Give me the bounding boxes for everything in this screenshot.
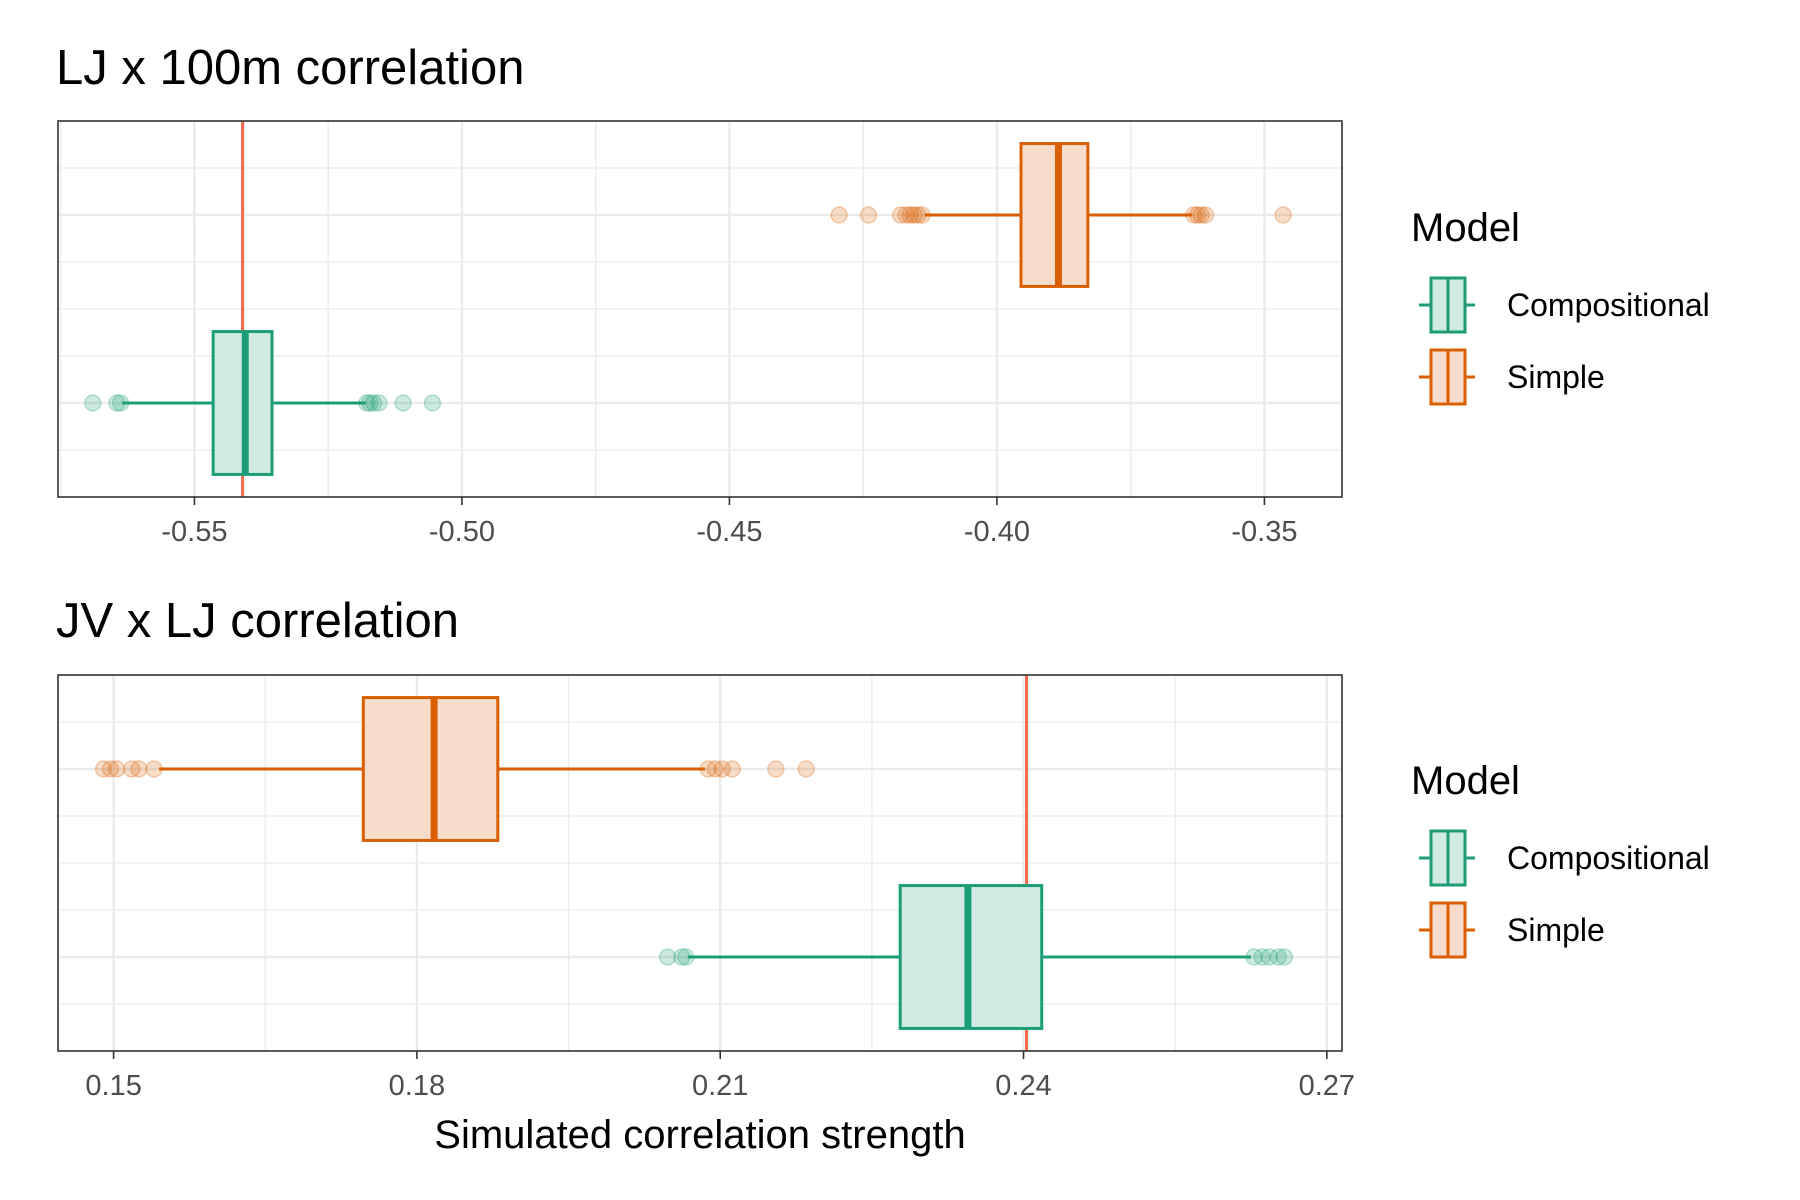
outlier-point	[767, 760, 785, 778]
x-tick-label: 0.18	[389, 1070, 445, 1102]
box	[1019, 142, 1090, 288]
outlier-point	[1196, 206, 1215, 224]
panel-border	[57, 674, 1343, 1052]
boxplot-simple	[94, 696, 815, 842]
outlier-point	[1275, 948, 1294, 966]
x-tick-label: -0.40	[964, 516, 1030, 548]
outlier-point	[1274, 206, 1292, 224]
outlier-point	[677, 948, 695, 966]
outlier-point	[1192, 206, 1211, 224]
x-tick-label: 0.27	[1299, 1070, 1355, 1102]
outlier-point	[394, 394, 412, 412]
x-tick-label: 0.15	[85, 1070, 141, 1102]
x-tick-label: -0.45	[696, 516, 762, 548]
outlier-point	[364, 394, 383, 412]
x-tick-label: 0.21	[692, 1070, 748, 1102]
x-tick-label: -0.50	[429, 516, 495, 548]
outlier-point	[658, 948, 677, 966]
x-axis-title: Simulated correlation strength	[434, 1113, 965, 1157]
outlier-point	[1245, 948, 1263, 966]
outlier-point	[357, 394, 376, 412]
outlier-point	[84, 394, 102, 412]
outlier-point	[94, 760, 113, 778]
x-tick-label: -0.35	[1231, 516, 1297, 548]
legend-item-label: Compositional	[1507, 840, 1710, 876]
legend-key	[1419, 276, 1475, 334]
outlier-point	[797, 760, 815, 778]
outlier-point	[107, 760, 126, 778]
legend-item-label: Simple	[1507, 359, 1605, 395]
legend-key	[1419, 901, 1475, 959]
outlier-point	[111, 394, 130, 412]
legend-key	[1419, 829, 1475, 887]
outlier-point	[699, 760, 717, 778]
outlier-point	[1253, 948, 1271, 966]
outlier-point	[145, 760, 163, 778]
outlier-point	[706, 760, 724, 778]
x-tick-label: 0.24	[995, 1070, 1051, 1102]
outlier-point	[1260, 948, 1278, 966]
panel-border	[57, 120, 1343, 498]
outlier-point	[673, 948, 691, 966]
legend-title: Model	[1411, 206, 1520, 250]
outlier-point	[913, 206, 931, 224]
legend-key	[1419, 348, 1475, 406]
outlier-point	[897, 206, 915, 224]
panel-lj-100m: LJ x 100m correlation -0.55 -0.50 -0.45 -0.…	[56, 41, 1343, 548]
outlier-point	[423, 394, 442, 412]
panel-title: LJ x 100m correlation	[56, 41, 524, 95]
outlier-point	[1188, 206, 1207, 224]
outlier-point	[830, 206, 848, 224]
panel-title: JV x LJ correlation	[56, 594, 459, 648]
outlier-point	[905, 206, 923, 224]
boxplot-compositional	[658, 884, 1294, 1030]
outlier-point	[361, 394, 379, 412]
outlier-point	[370, 394, 388, 412]
outlier-point	[1269, 948, 1288, 966]
outlier-point	[1185, 206, 1203, 224]
legend: Model Compositional Simple	[1411, 759, 1710, 959]
boxplot-compositional	[84, 330, 442, 476]
outlier-point	[130, 760, 148, 778]
outlier-point	[859, 206, 878, 224]
outlier-point	[123, 760, 141, 778]
boxplot-simple	[830, 142, 1292, 288]
box	[361, 696, 500, 842]
panel-jv-lj: JV x LJ correlation 0.15 0.18 0.21 0.24 0.27…	[56, 594, 1355, 1157]
legend-item-label: Compositional	[1507, 287, 1710, 323]
legend-title: Model	[1411, 759, 1520, 803]
outlier-point	[908, 206, 927, 224]
outlier-point	[891, 206, 910, 224]
outlier-point	[108, 394, 126, 412]
outlier-point	[901, 206, 920, 224]
legend-item-label: Simple	[1507, 912, 1605, 948]
outlier-point	[713, 760, 731, 778]
outlier-point	[723, 760, 742, 778]
outlier-point	[101, 760, 120, 778]
x-tick-label: -0.55	[161, 516, 227, 548]
legend: Model Compositional Simple	[1411, 206, 1710, 406]
